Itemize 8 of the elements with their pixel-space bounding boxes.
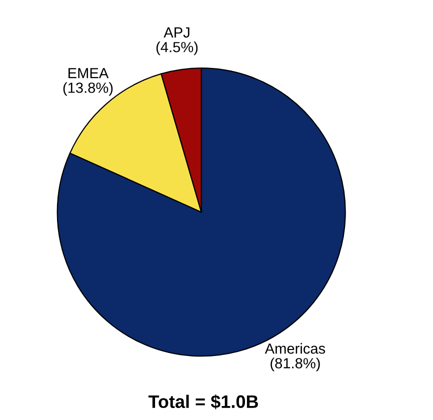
data-label: (81.8%) xyxy=(270,358,320,372)
data-label: (4.5%) xyxy=(156,42,198,56)
text: Total = $1.0B xyxy=(148,394,258,410)
slice-label: APJ xyxy=(164,27,190,38)
pie-slice xyxy=(56,68,346,357)
slice-label: EMEA xyxy=(68,68,109,78)
data-label: (13.8%) xyxy=(63,82,113,96)
slice-label: Americas xyxy=(264,343,326,354)
